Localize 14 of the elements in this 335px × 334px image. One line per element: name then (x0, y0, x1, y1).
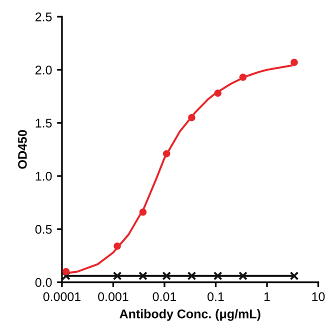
x-axis-title: Antibody Conc. (μg/mL) (120, 309, 260, 321)
x-tick-label: 1 (264, 292, 270, 302)
y-tick-label: 2.0 (36, 66, 52, 74)
y-tick-label: 1.5 (36, 118, 52, 128)
x-tick-label: 0.01 (152, 292, 176, 302)
x-tick-label: 10 (312, 292, 325, 302)
y-tick-label: 0.5 (35, 224, 52, 234)
x-tick-label: 0.0001 (43, 292, 80, 302)
y-axis-title: OD450 (18, 130, 27, 169)
y-tick-label: 1.0 (36, 172, 52, 181)
x-tick-label: 0.001 (98, 292, 128, 302)
x-tick-label: 0.1 (208, 292, 224, 302)
y-tick-label: 2.5 (36, 12, 52, 22)
y-tick-label: 0.0 (35, 278, 52, 287)
